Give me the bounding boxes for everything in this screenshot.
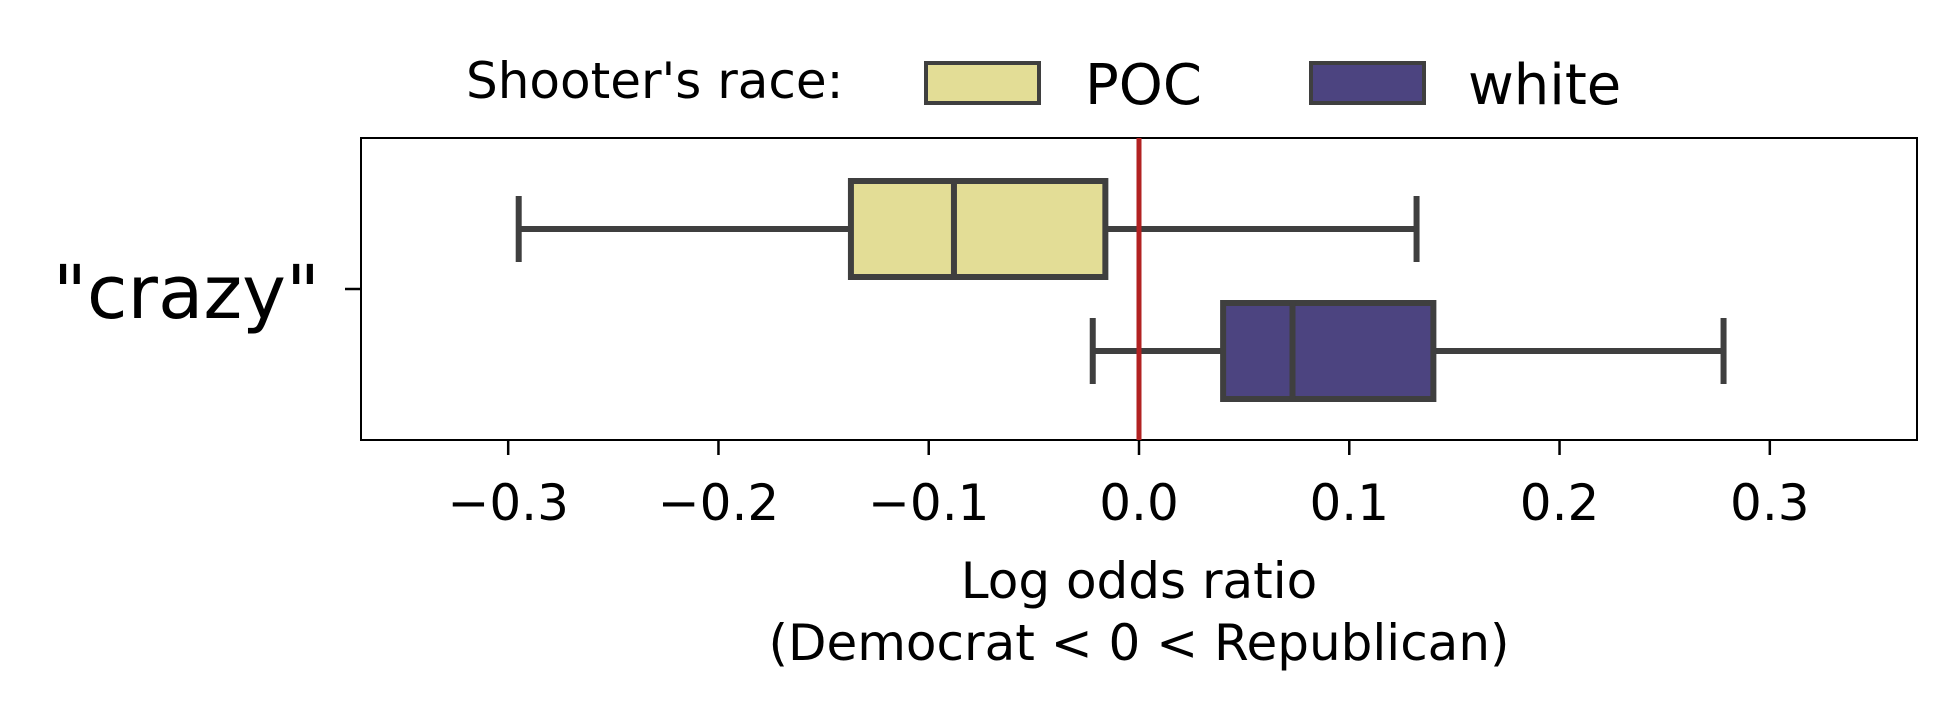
x-tick-label: 0.0: [1099, 474, 1179, 532]
x-tick-label: −0.2: [658, 474, 779, 532]
x-tick-label: −0.3: [447, 474, 568, 532]
x-axis-ticks: −0.3 −0.2 −0.1 0.0 0.1 0.2 0.3: [447, 440, 1810, 532]
box-white: [1089, 300, 1727, 402]
x-tick-label: 0.3: [1730, 474, 1810, 532]
legend-label-poc: POC: [1085, 53, 1202, 118]
box-poc: [515, 178, 1420, 280]
x-axis-label-line2: (Democrat < 0 < Republican): [768, 614, 1509, 672]
box-group: [515, 178, 1727, 402]
legend-title: Shooter's race:: [466, 52, 844, 110]
legend: Shooter's race: POC white: [466, 52, 1621, 118]
category-label: "crazy": [53, 250, 320, 336]
x-axis-label: Log odds ratio: [961, 552, 1318, 610]
x-tick-label: −0.1: [868, 474, 989, 532]
legend-label-white: white: [1468, 53, 1621, 118]
x-tick-label: 0.1: [1310, 474, 1390, 532]
legend-swatch-white: [1309, 61, 1426, 105]
legend-swatch-poc: [924, 61, 1041, 105]
iqr-box-poc: [847, 178, 1109, 280]
x-tick-label: 0.2: [1520, 474, 1600, 532]
iqr-box-white: [1220, 300, 1437, 402]
